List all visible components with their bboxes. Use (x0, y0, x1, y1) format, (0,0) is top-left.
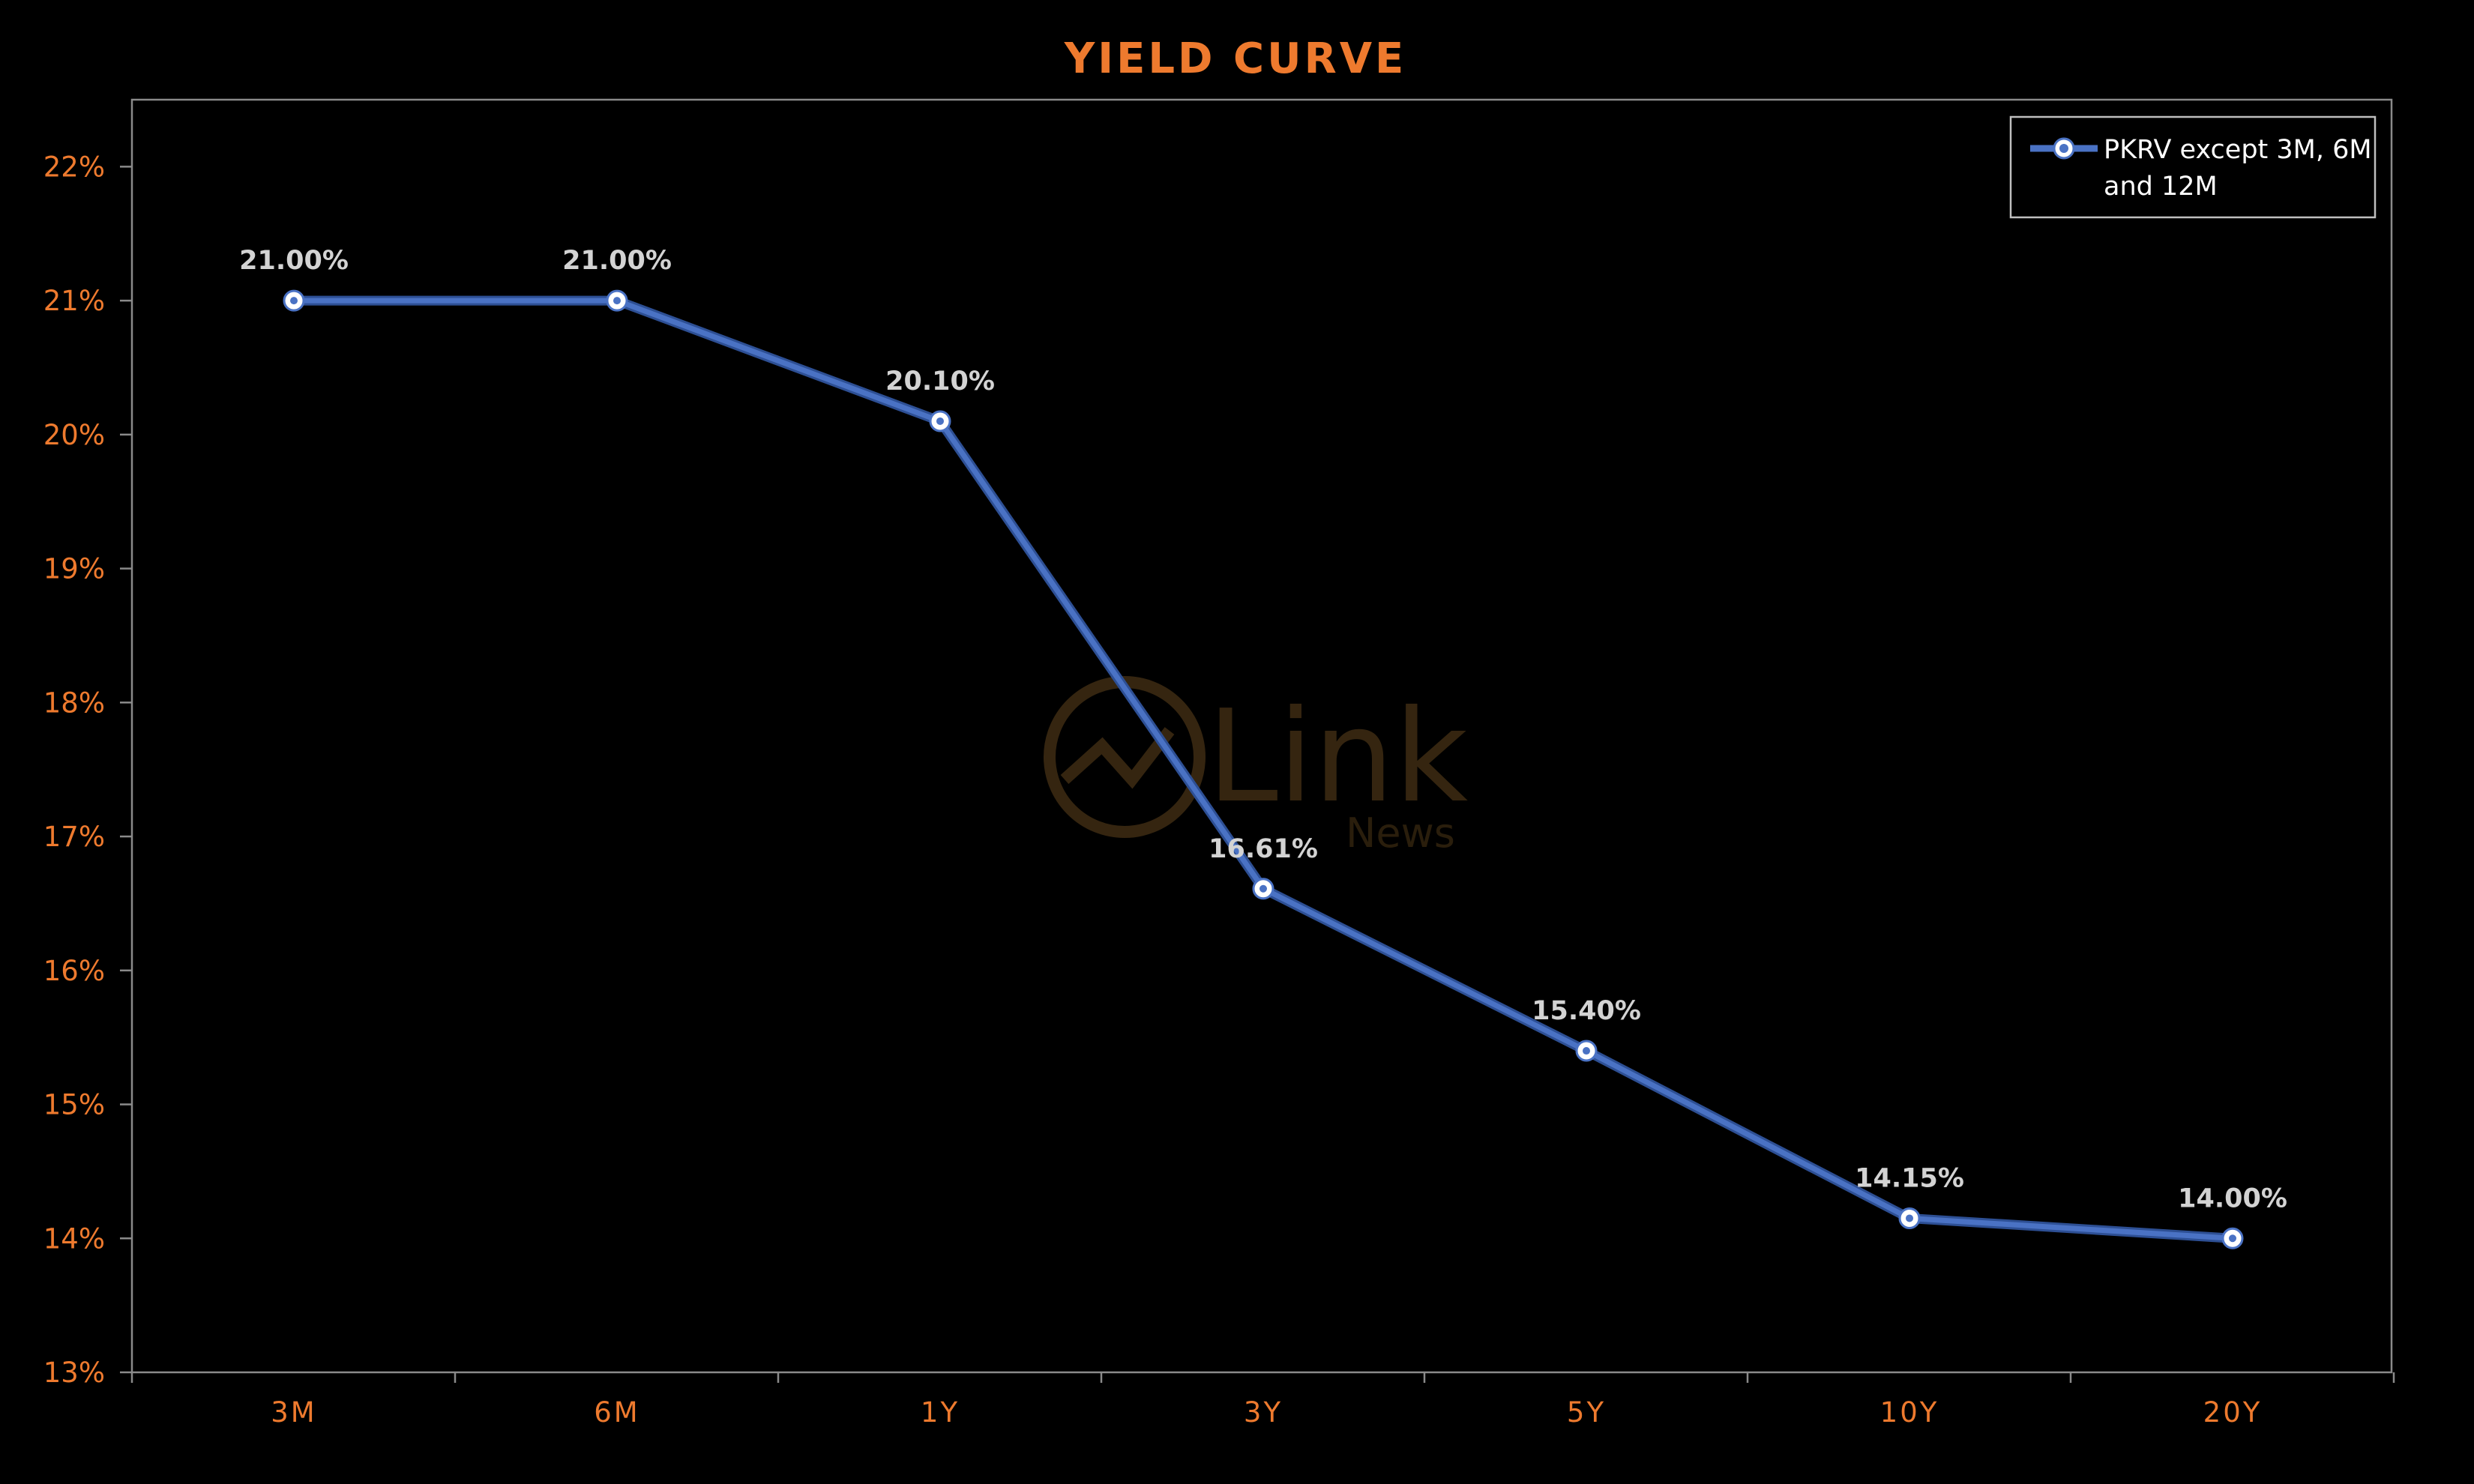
y-tick-label: 18% (43, 687, 105, 719)
x-tick-label: 3Y (1244, 1396, 1283, 1429)
watermark-zigzag-icon (1060, 727, 1175, 789)
data-label: 20.10% (885, 367, 995, 396)
legend-label-line-1: PKRV except 3M, 6M (2104, 135, 2372, 165)
x-tick-label: 3M (271, 1396, 316, 1429)
watermark-logo: Link News (1044, 676, 1468, 857)
x-tick-label: 20Y (2203, 1396, 2263, 1429)
x-tick-label: 1Y (921, 1396, 960, 1429)
data-label: 21.00% (239, 246, 349, 276)
plot-frame (130, 98, 2393, 1374)
data-points (283, 289, 2244, 1249)
data-point-center (2229, 1234, 2236, 1243)
data-label: 16.61% (1209, 834, 1318, 864)
data-label: 15.40% (1532, 996, 1641, 1026)
y-tick-label: 15% (43, 1089, 105, 1121)
data-label: 14.15% (1855, 1163, 1964, 1193)
y-tick-label: 22% (43, 151, 105, 183)
legend-marker-center-icon (2059, 144, 2068, 153)
y-tick-label: 17% (43, 821, 105, 853)
data-labels: 21.00% 21.00% 20.10% 16.61% 15.40% 14.15% 14.0… (239, 246, 2287, 1213)
data-point-center (290, 297, 298, 305)
x-axis: 3M 6M 1Y 3Y 5Y 10Y 20Y (130, 1372, 2395, 1429)
data-point-center (1259, 884, 1267, 893)
data-point-center (613, 297, 621, 305)
legend: PKRV except 3M, 6M and 12M (2009, 115, 2377, 219)
drop-lines (292, 301, 2234, 1372)
x-tick-label: 10Y (1880, 1396, 1939, 1429)
data-point-center (936, 417, 944, 425)
legend-box (2009, 115, 2377, 219)
y-tick-label: 19% (43, 553, 105, 585)
y-tick-label: 21% (43, 285, 105, 317)
y-tick-label: 20% (43, 419, 105, 451)
data-point-center (1583, 1047, 1590, 1055)
data-point-center (1906, 1214, 1913, 1222)
chart-title: YIELD CURVE (1064, 34, 1407, 83)
legend-label-line-2: and 12M (2104, 172, 2218, 202)
watermark-text: Link (1207, 683, 1468, 831)
watermark-subtext: News (1346, 809, 1455, 857)
y-axis: 13% 14% 15% 16% 17% 18% 19% 20% 21% 22% (43, 151, 132, 1389)
y-tick-label: 14% (43, 1222, 105, 1255)
x-tick-label: 6M (594, 1396, 639, 1429)
x-tick-label: 5Y (1567, 1396, 1606, 1429)
data-label: 21.00% (562, 246, 672, 276)
data-label: 14.00% (2178, 1183, 2287, 1213)
y-tick-label: 16% (43, 955, 105, 987)
y-tick-label: 13% (43, 1357, 105, 1389)
